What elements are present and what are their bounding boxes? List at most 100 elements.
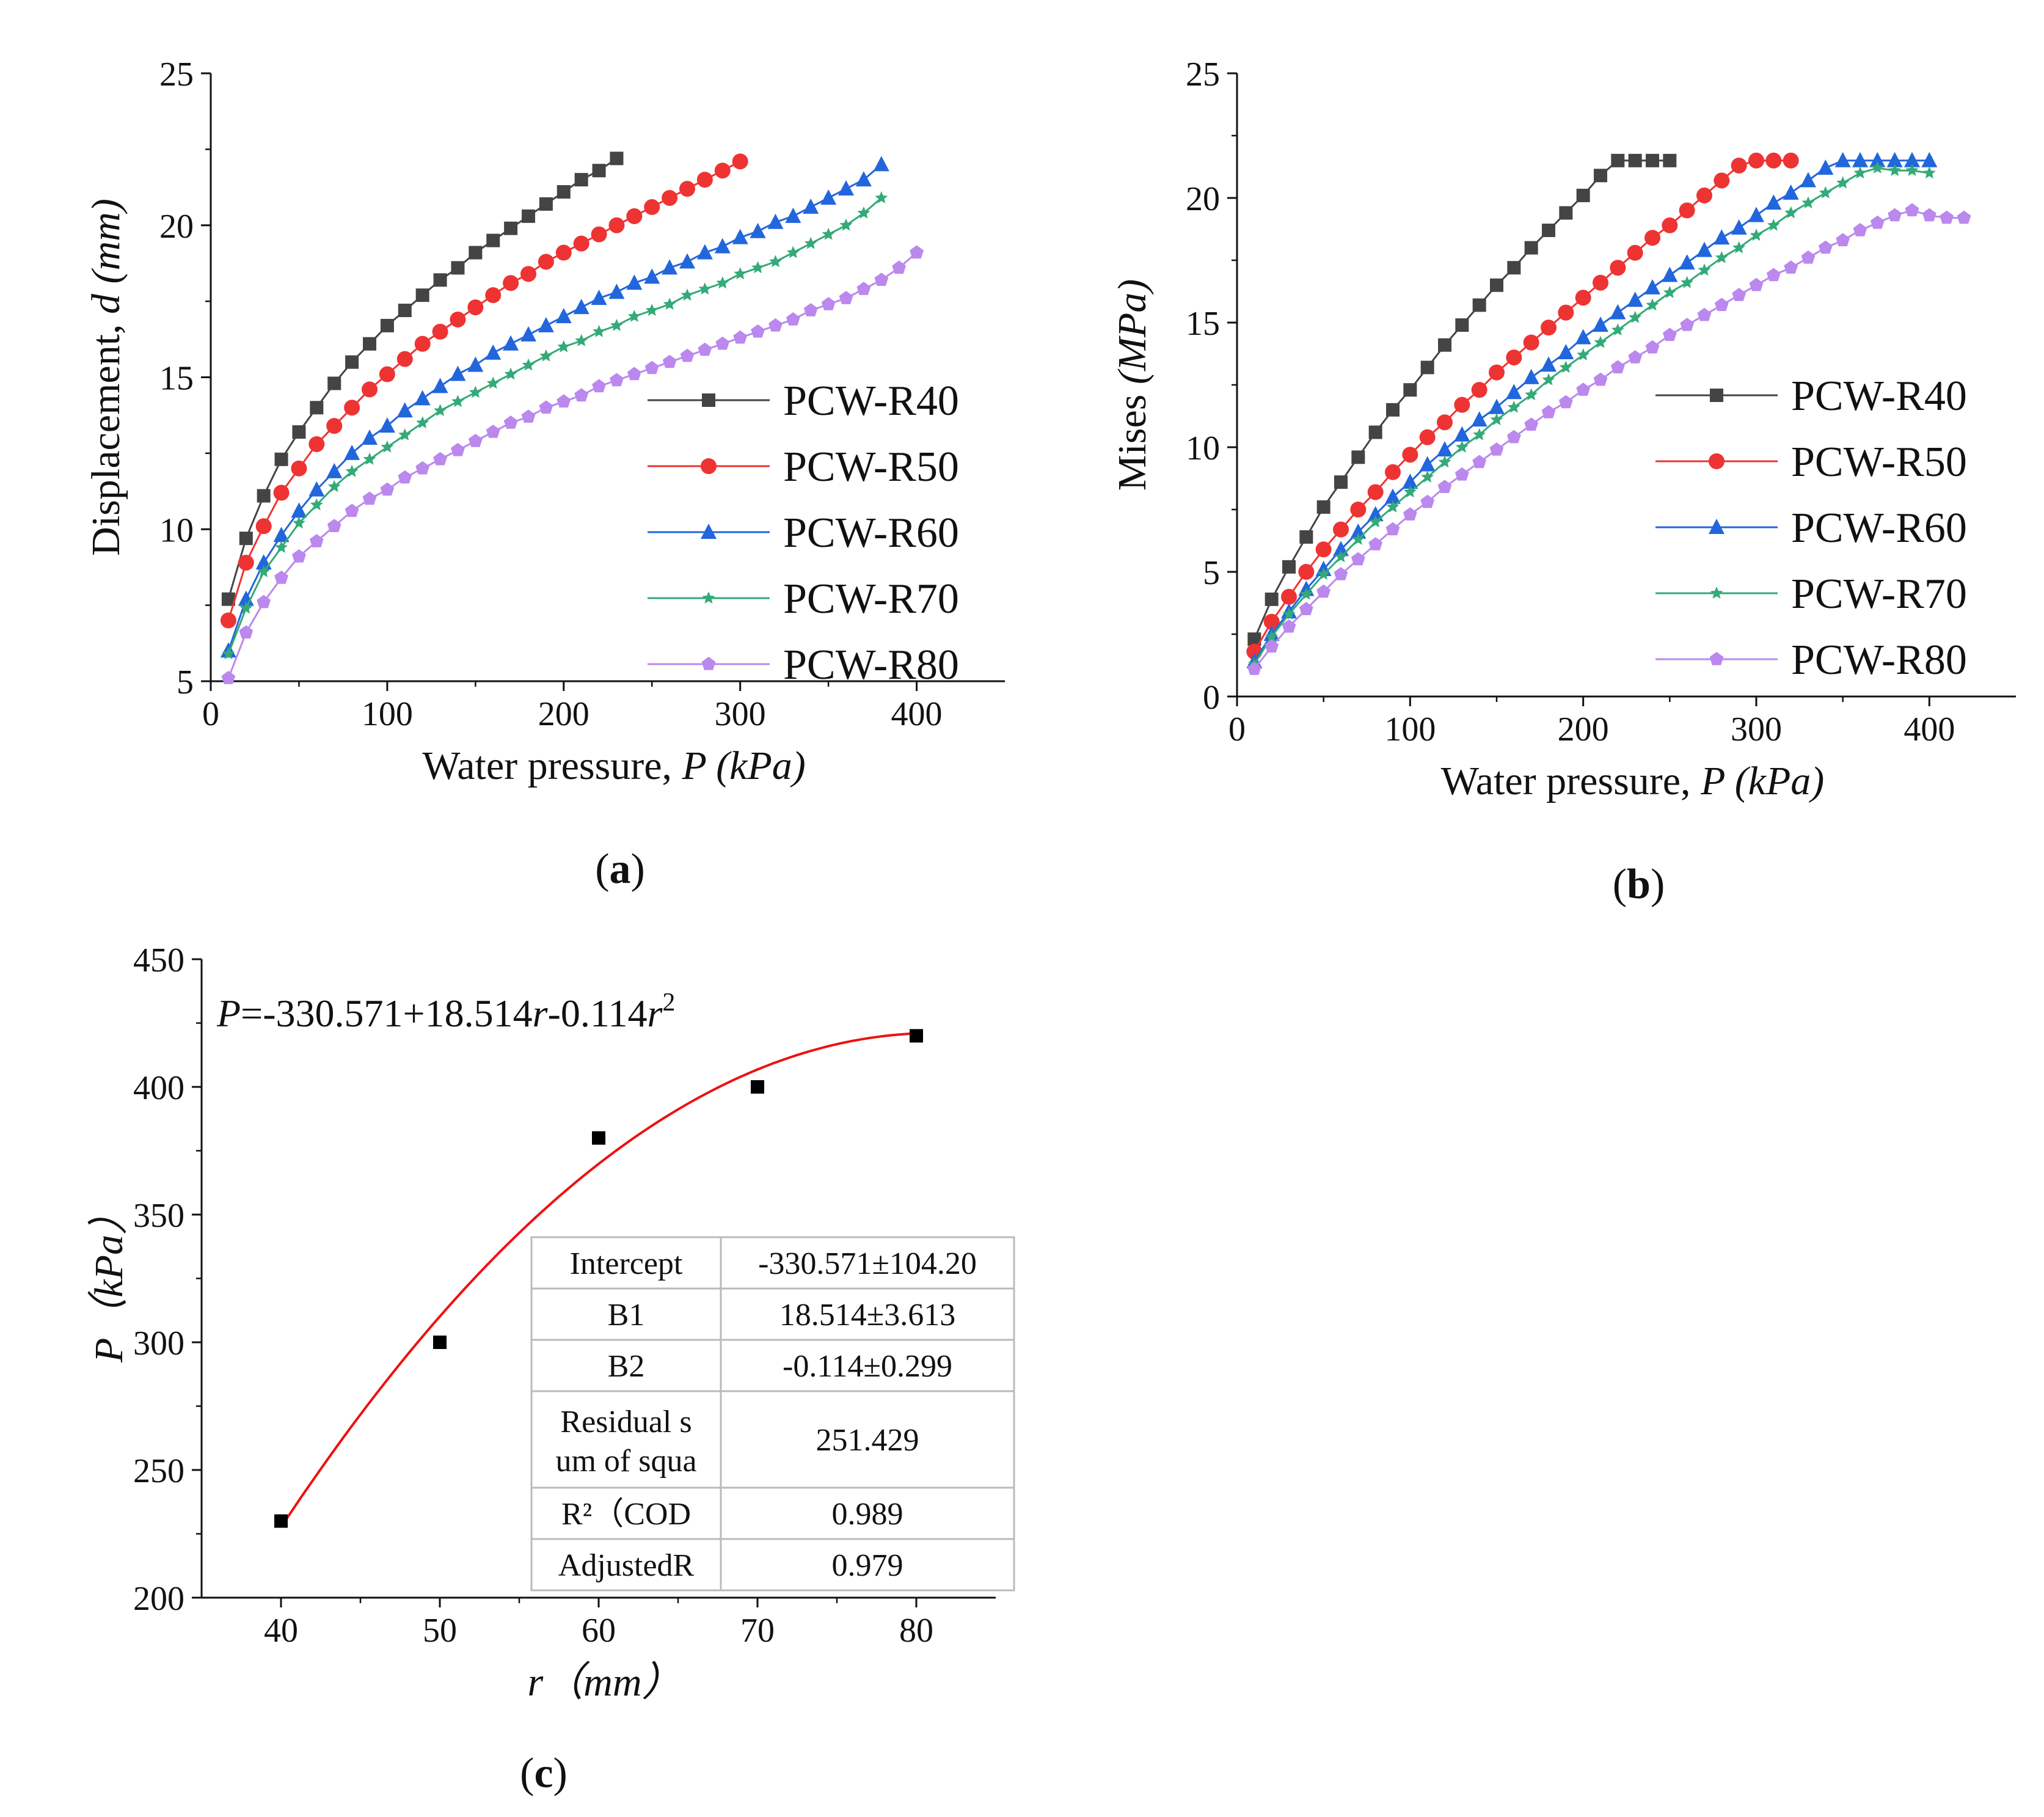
scatter-point [274, 1514, 288, 1528]
table-cell-label: R²（COD [561, 1497, 691, 1532]
data-point [679, 253, 695, 269]
data-point [1680, 318, 1695, 331]
y-axis-label: P（kPa） [87, 1194, 131, 1363]
eq-var: r [533, 992, 549, 1035]
data-point [327, 376, 341, 390]
data-point [1819, 186, 1832, 199]
data-point [786, 312, 800, 326]
data-point [1610, 304, 1626, 320]
data-point [1299, 587, 1313, 600]
data-point [1593, 372, 1608, 386]
data-point [1783, 184, 1799, 200]
data-point [380, 482, 395, 496]
legend-label: PCW-R80 [1791, 637, 1967, 684]
table-cell-label: Residual s [560, 1405, 692, 1439]
data-point [696, 172, 713, 188]
x-tick-label: 100 [1384, 711, 1436, 748]
data-point [274, 452, 288, 466]
data-point [1853, 223, 1867, 236]
data-point [1886, 152, 1903, 167]
data-point [1525, 388, 1538, 401]
data-point [1593, 316, 1608, 332]
data-point [538, 316, 554, 332]
data-point [1662, 266, 1678, 282]
data-point [574, 388, 589, 402]
y-axis-label-var: d [84, 293, 128, 314]
data-point [1628, 350, 1643, 364]
data-point [344, 400, 360, 416]
x-axis-label-var: P [682, 744, 706, 788]
x-tick-label: 0 [202, 695, 219, 733]
series-PCW-R70 [1247, 161, 1936, 670]
data-point [1437, 441, 1453, 457]
data-point [1368, 537, 1383, 550]
data-point [398, 470, 412, 484]
data-point [1905, 164, 1919, 176]
data-point [1263, 613, 1280, 630]
data-point [714, 163, 731, 179]
data-point [1559, 360, 1572, 373]
data-point [451, 442, 465, 456]
data-point [1385, 488, 1401, 504]
panel-caption: (b) [1613, 861, 1665, 908]
eq-exponent: 2 [662, 989, 675, 1017]
data-point [1559, 206, 1573, 220]
table-cell-value: -0.114±0.299 [783, 1349, 952, 1384]
table-cell-label: AdjustedR [558, 1548, 695, 1583]
data-point [469, 386, 482, 398]
data-point [822, 227, 835, 240]
data-point [292, 425, 306, 439]
data-point [310, 401, 324, 415]
data-point [557, 340, 571, 353]
data-point [521, 409, 536, 423]
data-point [1299, 530, 1313, 544]
data-point [1506, 430, 1521, 444]
data-point [1870, 215, 1885, 229]
data-point [1489, 364, 1505, 381]
data-point [767, 213, 784, 229]
data-point [522, 209, 535, 223]
data-point [398, 304, 412, 318]
data-point [1368, 425, 1382, 439]
data-point [239, 625, 254, 639]
data-point [308, 436, 325, 452]
data-point [1748, 152, 1764, 169]
y-tick-label: 10 [1186, 430, 1220, 467]
data-point [1385, 464, 1401, 480]
data-point [362, 430, 378, 445]
data-point [432, 378, 448, 393]
eq-var: P [216, 992, 241, 1035]
x-tick-label: 400 [1903, 711, 1955, 748]
data-point [733, 330, 748, 344]
data-point [1731, 157, 1747, 174]
x-tick-label: 200 [1558, 711, 1609, 748]
series-line [1254, 159, 1930, 662]
data-point [221, 671, 236, 684]
data-point [345, 464, 359, 477]
data-point [416, 416, 429, 428]
data-point [1403, 383, 1417, 397]
data-point [345, 355, 359, 369]
legend-label: PCW-R50 [783, 444, 959, 491]
data-point [1542, 373, 1555, 386]
data-point [1282, 560, 1296, 574]
x-axis-label-var: r [527, 1660, 543, 1705]
caption-paren: ( [595, 846, 609, 893]
data-point [769, 255, 782, 268]
data-point [1403, 507, 1417, 521]
data-point [680, 348, 695, 362]
data-point [293, 516, 305, 529]
data-point [1437, 480, 1452, 493]
data-point [1282, 607, 1296, 620]
data-point [468, 434, 483, 447]
data-point [1419, 456, 1436, 472]
data-point [539, 349, 553, 362]
data-point [875, 191, 888, 203]
data-point [1351, 450, 1365, 464]
data-point [610, 152, 624, 166]
data-point [750, 222, 766, 238]
data-point [1558, 395, 1573, 409]
data-point [1541, 404, 1556, 419]
data-point [1663, 286, 1676, 298]
data-point [450, 365, 466, 381]
